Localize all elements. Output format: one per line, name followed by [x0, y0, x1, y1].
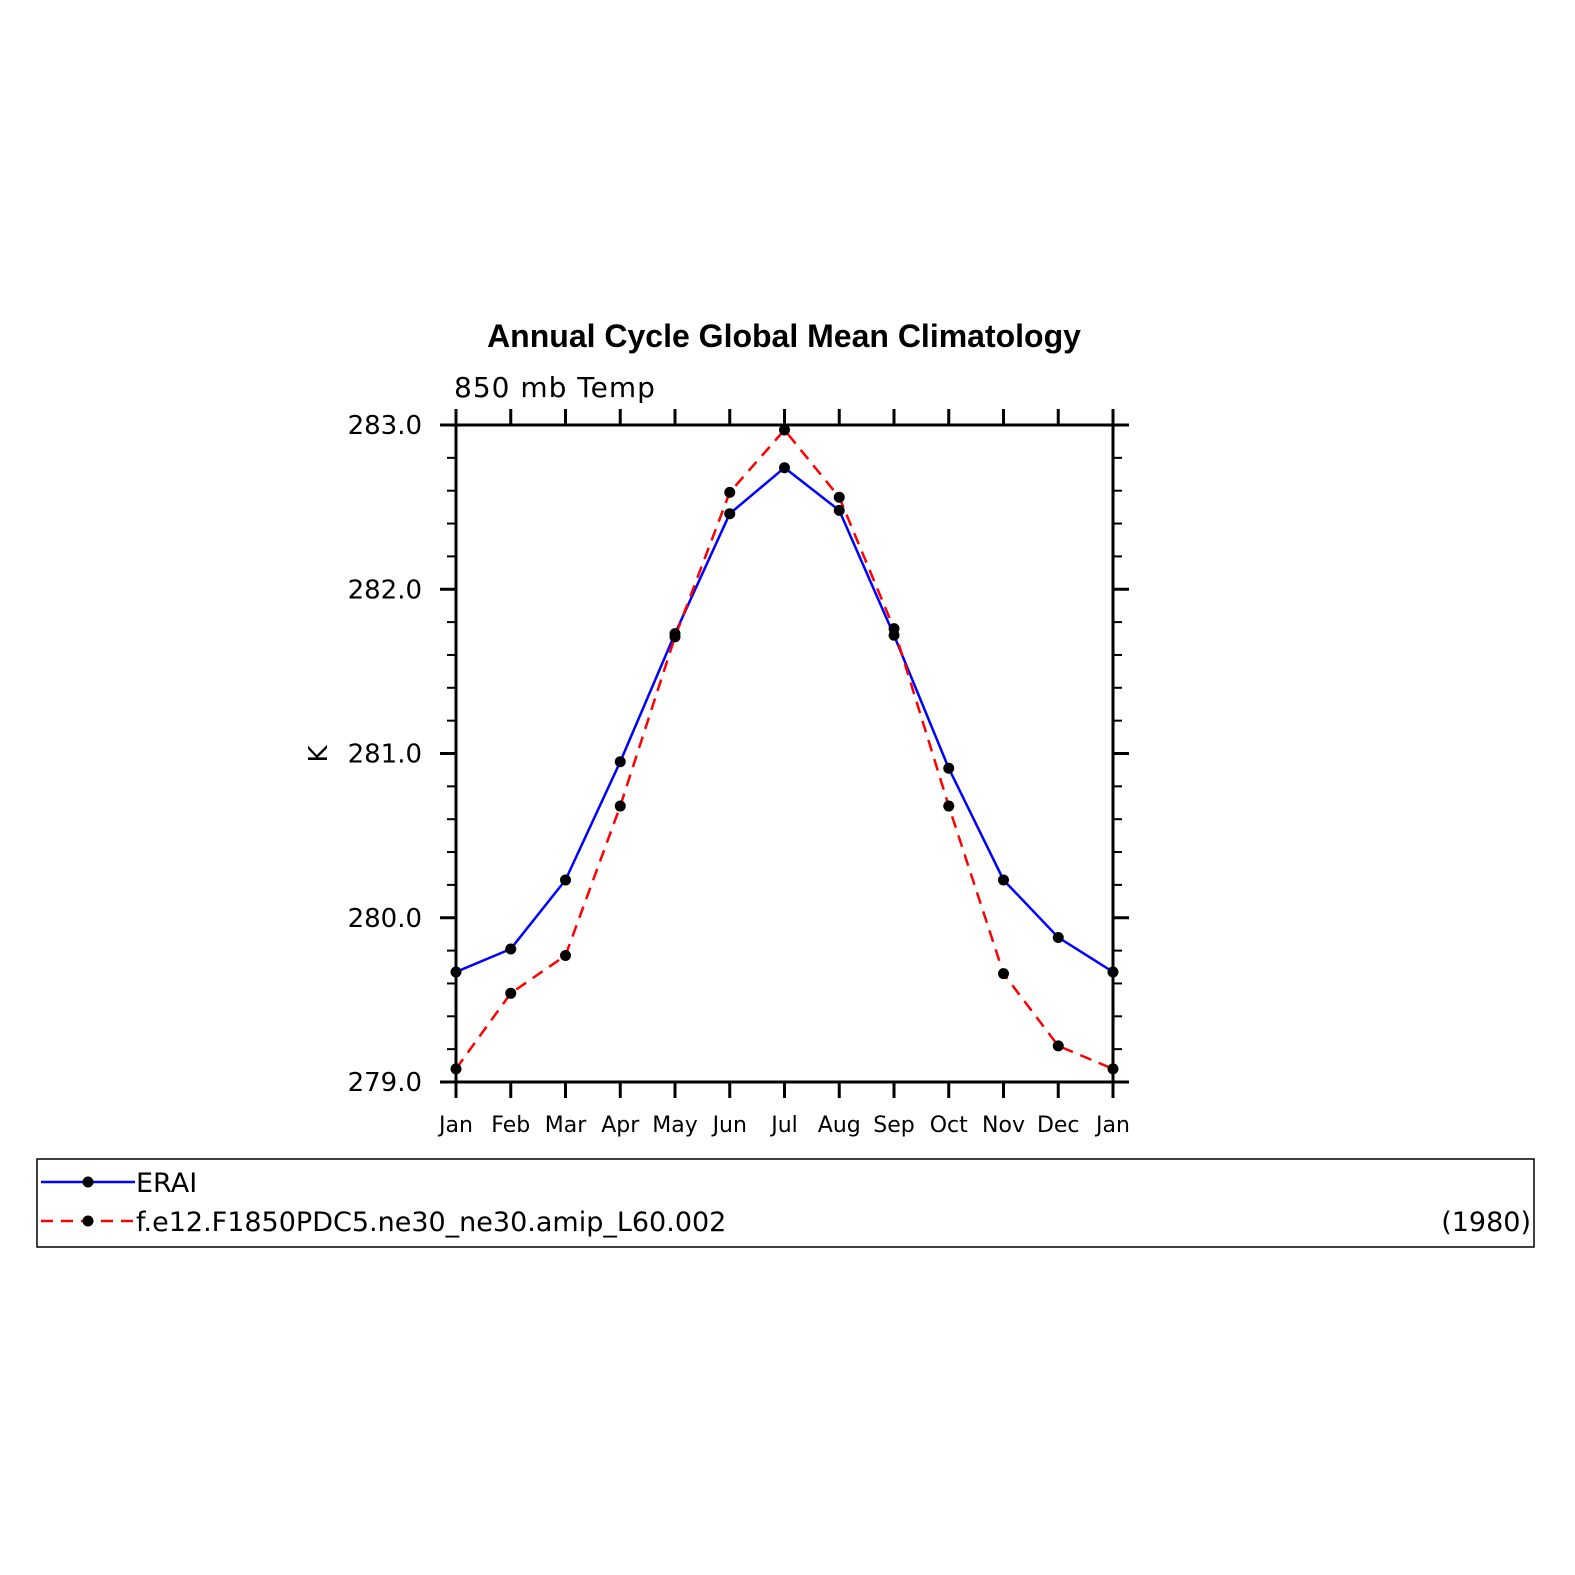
series-1-point [505, 943, 517, 955]
legend-items: ERAI f.e12.F1850PDC5.ne30_ne30.amip_L60.0… [41, 1168, 726, 1238]
plot-frame [454, 423, 1115, 1084]
series-1-point [614, 756, 626, 768]
series-2-point [669, 631, 681, 643]
x-tick-label: Mar [545, 1113, 587, 1138]
legend: ERAI f.e12.F1850PDC5.ne30_ne30.amip_L60.0… [36, 1158, 1535, 1248]
x-tick-label: Apr [601, 1113, 640, 1138]
chart-subtitle: 850 mb Temp [454, 371, 656, 404]
y-tick-label: 279.0 [348, 1068, 422, 1098]
series-2-point [450, 1063, 462, 1075]
legend-box [36, 1158, 1535, 1248]
x-tick-label: Jan [1094, 1113, 1130, 1138]
series-1-point [450, 966, 462, 978]
x-tick-label: Sep [873, 1113, 914, 1138]
x-tick-label: Oct [930, 1113, 968, 1138]
series-1-point [1107, 966, 1119, 978]
legend-note: (1980) [1441, 1207, 1531, 1238]
series-1-point [779, 462, 790, 474]
series-2-point [1107, 1063, 1119, 1075]
series-1-point [943, 762, 955, 774]
axes [440, 409, 1129, 1098]
x-tick-label: Jul [769, 1113, 798, 1138]
x-tick-label: Jan [437, 1113, 473, 1138]
x-tick-label: Nov [982, 1113, 1025, 1138]
y-tick-label: 282.0 [348, 575, 422, 605]
x-tick-label: Aug [818, 1113, 861, 1138]
x-tick-label: Jun [711, 1113, 747, 1138]
y-axis-label: K [304, 745, 334, 763]
legend-marker-1 [82, 1176, 94, 1188]
series-2-point [943, 800, 955, 812]
chart-title: Annual Cycle Global Mean Climatology [487, 318, 1081, 354]
x-tick-label: Feb [491, 1113, 530, 1138]
series-2-point [724, 486, 736, 498]
tick-labels: Jan Feb Mar Apr May Jun Jul Aug Sep Oct Nov Dec Jan 2… [348, 411, 1130, 1138]
y-tick-label: 280.0 [348, 904, 422, 934]
series-1-point [833, 504, 845, 516]
legend-label-1: ERAI [136, 1168, 197, 1199]
series-2-point [560, 950, 571, 962]
series-2-point [998, 968, 1009, 980]
y-tick-label: 281.0 [348, 740, 422, 770]
series-2-point [505, 987, 517, 999]
series-1-point [998, 874, 1009, 886]
legend-marker-2 [82, 1215, 94, 1227]
series-2-point [1052, 1040, 1064, 1052]
series-2-point [779, 424, 790, 436]
x-tick-label: May [652, 1113, 697, 1138]
series-layer [450, 424, 1119, 1075]
series-2-point [888, 623, 900, 635]
series-1-point [560, 874, 571, 886]
series-1-point [1052, 931, 1064, 943]
legend-label-2: f.e12.F1850PDC5.ne30_ne30.amip_L60.002 [136, 1207, 726, 1238]
series-2-point [614, 800, 626, 812]
series-line-1 [455, 466, 1114, 974]
series-1-point [724, 508, 736, 520]
x-tick-label: Dec [1037, 1113, 1080, 1138]
series-2-point [833, 491, 845, 503]
y-tick-label: 283.0 [348, 411, 422, 441]
series-line-2 [454, 427, 1114, 1071]
